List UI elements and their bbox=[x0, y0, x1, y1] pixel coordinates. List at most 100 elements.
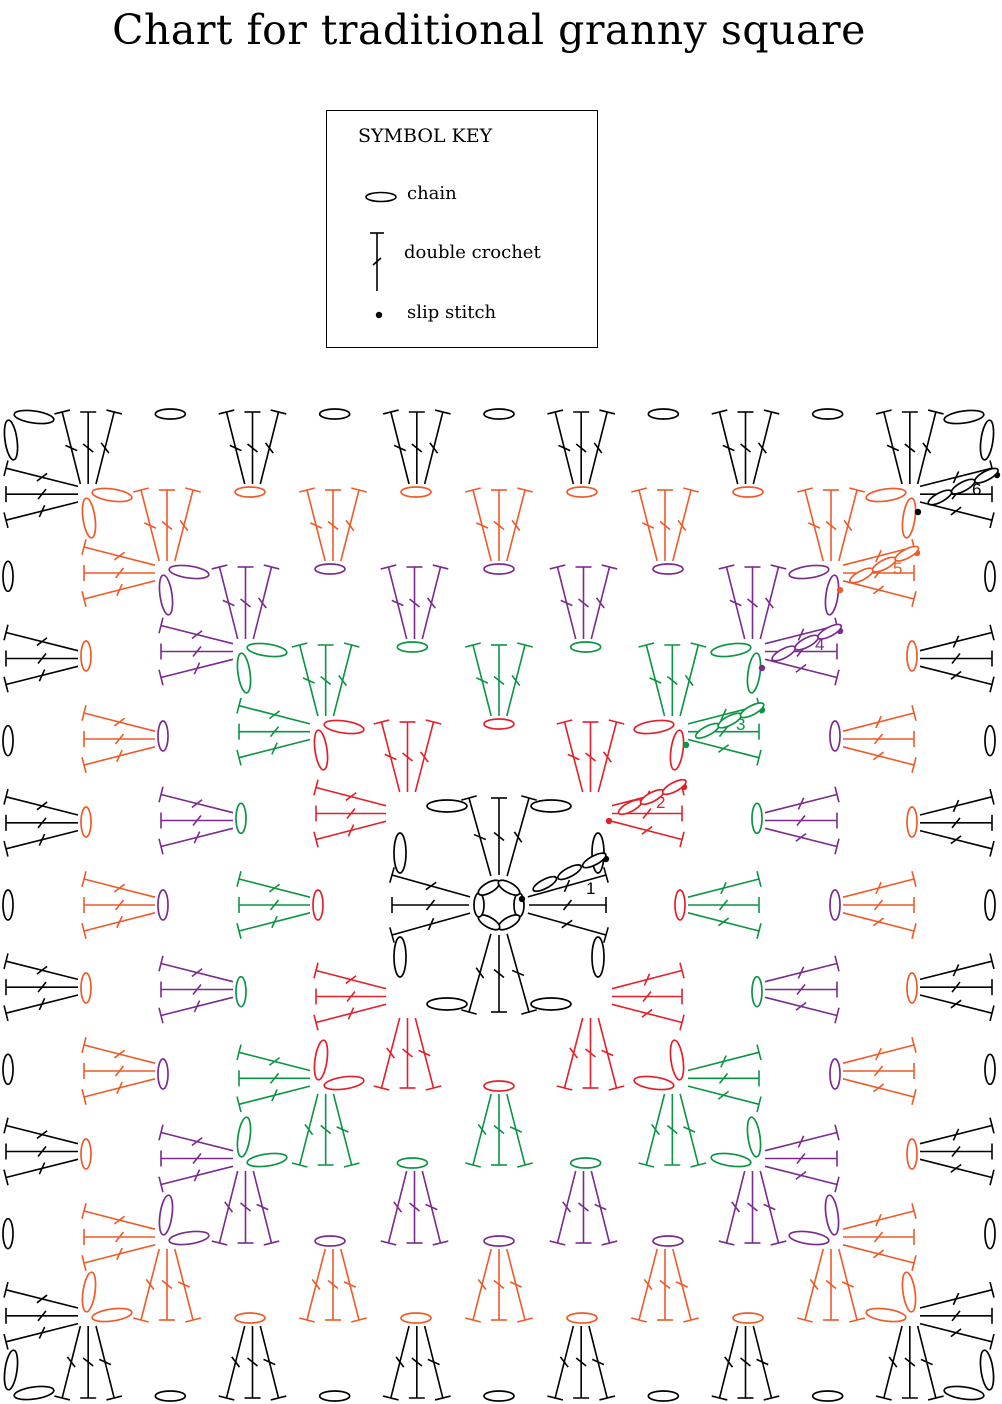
round-3-double-crochet bbox=[465, 1093, 492, 1168]
round-2-double-crochet bbox=[399, 1018, 416, 1089]
round-3-double-crochet bbox=[687, 1085, 762, 1113]
round-5-double-crochet bbox=[842, 705, 917, 732]
round-3-start: 3 bbox=[682, 702, 766, 749]
round-5-chain bbox=[80, 1138, 92, 1170]
round-6-chain bbox=[154, 408, 187, 420]
round-6-chain bbox=[154, 1390, 187, 1402]
round-3-double-crochet bbox=[664, 1094, 681, 1166]
round-3-corner-chain bbox=[246, 642, 288, 658]
round-5-corner-chain bbox=[901, 497, 917, 539]
round-4-double-crochet bbox=[160, 981, 233, 998]
round-3-double-crochet bbox=[236, 912, 311, 939]
round-6-double-crochet bbox=[919, 829, 995, 857]
round-2-chain bbox=[483, 718, 515, 730]
round-6-double-crochet bbox=[423, 409, 451, 485]
round-6-double-crochet bbox=[5, 1143, 78, 1160]
round-3-double-crochet bbox=[687, 912, 762, 939]
chain-label: chain bbox=[407, 183, 457, 204]
round-5-start: 5 bbox=[836, 545, 921, 594]
round-6-double-crochet bbox=[5, 650, 78, 667]
round-4-chain bbox=[652, 563, 684, 575]
round-6-double-crochet bbox=[80, 411, 97, 484]
round-3-chain bbox=[569, 641, 602, 653]
round-6-double-crochet bbox=[423, 1325, 451, 1401]
round-4-double-crochet bbox=[158, 955, 234, 983]
round-6-chain bbox=[984, 1217, 996, 1250]
round-4-double-crochet bbox=[158, 996, 234, 1024]
round-4-double-crochet bbox=[718, 564, 746, 640]
round-5-double-crochet bbox=[174, 487, 201, 562]
round-1 bbox=[389, 795, 609, 1015]
round-6-double-crochet bbox=[5, 486, 78, 503]
round-5-double-crochet bbox=[83, 565, 155, 581]
slip-stitch-label: slip stitch bbox=[407, 302, 497, 323]
round-5-double-crochet bbox=[506, 487, 533, 562]
round-1-double-crochet bbox=[491, 935, 507, 1013]
round-6-corner-chain bbox=[13, 409, 55, 425]
round-5-double-crochet bbox=[797, 487, 824, 562]
round-6-double-crochet bbox=[3, 953, 79, 981]
round-2-corner-chain bbox=[669, 729, 685, 771]
round-5-chain bbox=[566, 486, 598, 498]
round-4-chain bbox=[483, 563, 515, 575]
round-5-double-crochet bbox=[83, 731, 155, 747]
round-3-double-crochet bbox=[688, 897, 760, 913]
round-5-double-crochet bbox=[843, 1229, 915, 1245]
round-4-chain bbox=[314, 563, 346, 575]
round-1-center-chain bbox=[497, 879, 521, 896]
symbol-key: SYMBOL KEY chain double crochet slip sti… bbox=[326, 110, 598, 348]
round-4-double-crochet bbox=[744, 566, 761, 639]
round-4-double-crochet bbox=[590, 564, 618, 640]
starting-chain bbox=[581, 852, 607, 869]
round-6-double-crochet bbox=[573, 1326, 590, 1399]
round-5-double-crochet bbox=[81, 871, 156, 898]
round-5-chain bbox=[400, 486, 432, 498]
round-3-double-crochet bbox=[236, 871, 311, 898]
round-5-chain bbox=[80, 972, 92, 1004]
round-3-double-crochet bbox=[332, 642, 360, 717]
round-6-double-crochet bbox=[218, 409, 246, 485]
round-6-double-crochet bbox=[919, 1322, 995, 1350]
round-6-double-crochet bbox=[916, 409, 944, 485]
round-6-chain bbox=[811, 408, 844, 420]
round-4-chain bbox=[157, 720, 169, 752]
round-4-double-crochet bbox=[575, 1171, 592, 1244]
round-5-double-crochet bbox=[823, 1249, 839, 1321]
round-4-double-crochet bbox=[759, 564, 787, 640]
round-2-corner-chain bbox=[313, 729, 329, 771]
round-6-double-crochet bbox=[54, 1325, 82, 1401]
round-3-chain bbox=[235, 975, 247, 1008]
slip-stitch-dot bbox=[758, 664, 766, 672]
round-3 bbox=[235, 641, 763, 1169]
round-4-double-crochet bbox=[744, 1171, 761, 1244]
round-5-double-crochet bbox=[81, 746, 156, 773]
round-5-double-crochet bbox=[81, 912, 156, 939]
round-number-label: 1 bbox=[586, 879, 595, 898]
starting-chain bbox=[771, 645, 797, 662]
round-6-chain bbox=[318, 1390, 351, 1402]
round-1-double-crochet bbox=[389, 867, 471, 898]
round-3-double-crochet bbox=[236, 1085, 311, 1113]
round-6-double-crochet bbox=[408, 411, 425, 484]
round-5-double-crochet bbox=[299, 487, 326, 562]
round-2-corner-chain bbox=[633, 719, 675, 735]
round-3-chain bbox=[235, 802, 247, 835]
round-6-double-crochet bbox=[919, 788, 995, 816]
round-4-double-crochet bbox=[421, 1170, 449, 1246]
round-4-double-crochet bbox=[158, 786, 234, 814]
round-2-double-crochet bbox=[582, 721, 599, 792]
round-5-double-crochet bbox=[823, 489, 839, 561]
round-2-start: 2 bbox=[605, 778, 688, 825]
round-2-chain bbox=[312, 889, 324, 921]
starting-chain bbox=[927, 489, 953, 506]
round-5-double-crochet bbox=[340, 1248, 367, 1323]
round-5-chain bbox=[906, 806, 918, 838]
round-6-double-crochet bbox=[919, 1158, 995, 1186]
round-6-chain bbox=[811, 1390, 844, 1402]
round-2-corner-chain bbox=[323, 1075, 365, 1091]
round-4-double-crochet bbox=[252, 564, 280, 640]
round-6-corner-chain bbox=[3, 419, 19, 461]
round-6-corner-chain bbox=[13, 1385, 55, 1401]
round-5-double-crochet bbox=[340, 487, 367, 562]
